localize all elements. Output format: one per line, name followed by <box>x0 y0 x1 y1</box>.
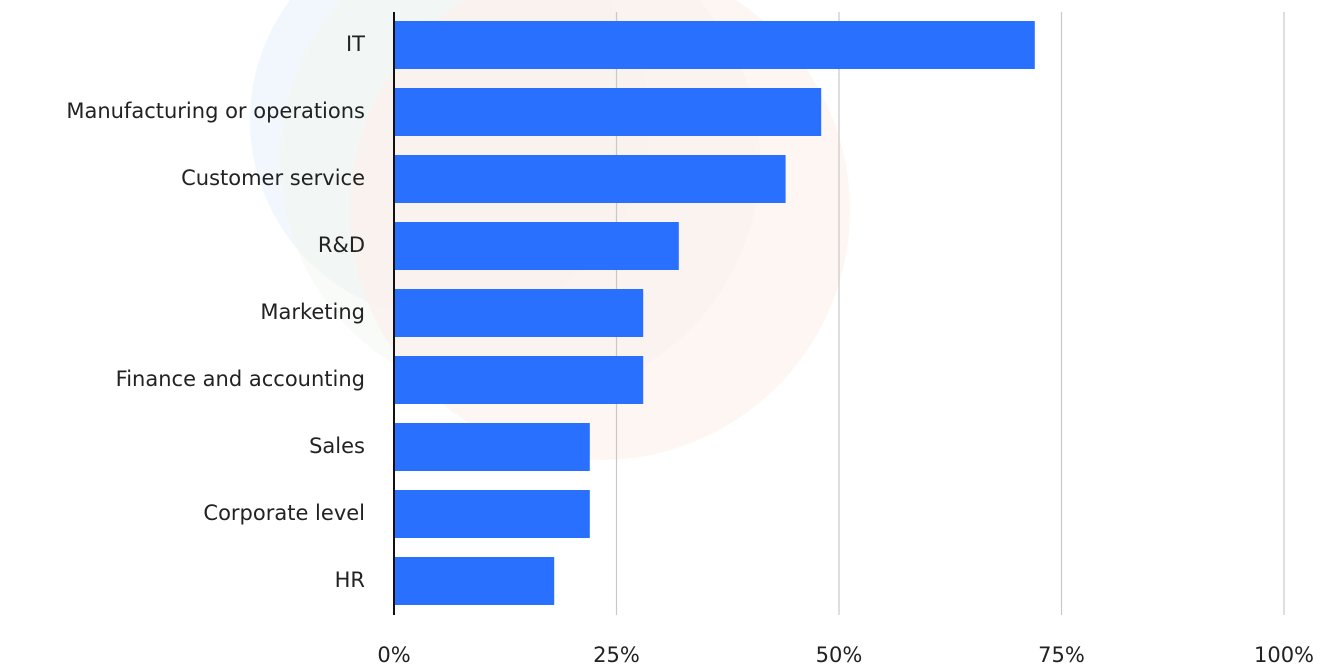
x-tick-label: 75% <box>1038 643 1085 667</box>
bar <box>394 423 590 471</box>
bar <box>394 490 590 538</box>
y-tick-label: IT <box>346 32 365 56</box>
bar <box>394 289 644 337</box>
y-tick-label: Marketing <box>260 300 365 324</box>
bar <box>394 356 644 404</box>
y-tick-label: R&D <box>318 233 365 257</box>
y-tick-label: Sales <box>309 434 365 458</box>
y-tick-label: Finance and accounting <box>116 367 365 391</box>
bar <box>394 88 822 136</box>
bar <box>394 21 1035 69</box>
y-tick-label: Manufacturing or operations <box>66 99 365 123</box>
x-tick-label: 0% <box>377 643 410 667</box>
bar <box>394 155 786 203</box>
x-tick-label: 50% <box>816 643 863 667</box>
y-tick-label: HR <box>335 568 365 592</box>
x-tick-label: 100% <box>1254 643 1314 667</box>
bar <box>394 222 679 270</box>
y-tick-label: Corporate level <box>203 501 365 525</box>
y-tick-label: Customer service <box>181 166 365 190</box>
x-tick-label: 25% <box>593 643 640 667</box>
bar <box>394 557 555 605</box>
